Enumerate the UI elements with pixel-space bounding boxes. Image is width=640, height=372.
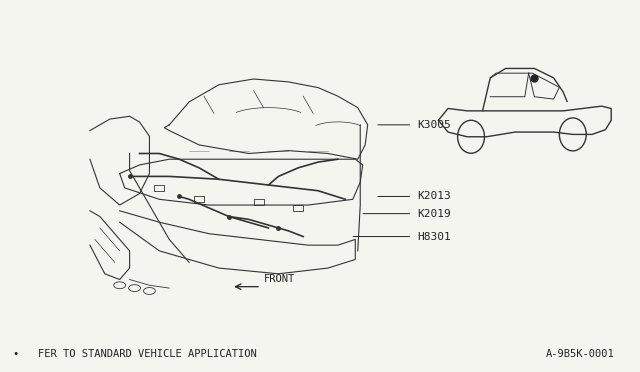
Bar <box>194 196 204 202</box>
Bar <box>154 185 164 191</box>
Text: A-9B5K-0001: A-9B5K-0001 <box>546 349 614 359</box>
Text: FRONT: FRONT <box>264 273 295 283</box>
Text: K3005: K3005 <box>417 120 451 130</box>
Bar <box>293 205 303 211</box>
Bar <box>253 199 264 205</box>
Text: •   FER TO STANDARD VEHICLE APPLICATION: • FER TO STANDARD VEHICLE APPLICATION <box>13 349 257 359</box>
Text: H8301: H8301 <box>417 231 451 241</box>
Text: K2013: K2013 <box>417 192 451 202</box>
Text: K2019: K2019 <box>417 209 451 219</box>
